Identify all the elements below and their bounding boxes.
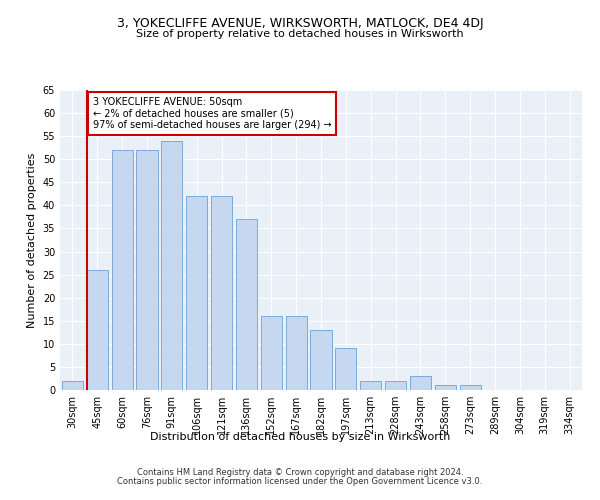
Bar bbox=[87, 270, 108, 390]
Text: Size of property relative to detached houses in Wirksworth: Size of property relative to detached ho… bbox=[136, 29, 464, 39]
Bar bbox=[136, 150, 158, 390]
Text: Distribution of detached houses by size in Wirksworth: Distribution of detached houses by size … bbox=[150, 432, 450, 442]
Bar bbox=[435, 386, 456, 390]
Bar bbox=[310, 330, 332, 390]
Text: Contains public sector information licensed under the Open Government Licence v3: Contains public sector information licen… bbox=[118, 476, 482, 486]
Bar bbox=[62, 381, 83, 390]
Bar bbox=[360, 381, 381, 390]
Text: Contains HM Land Registry data © Crown copyright and database right 2024.: Contains HM Land Registry data © Crown c… bbox=[137, 468, 463, 477]
Text: 3 YOKECLIFFE AVENUE: 50sqm
← 2% of detached houses are smaller (5)
97% of semi-d: 3 YOKECLIFFE AVENUE: 50sqm ← 2% of detac… bbox=[93, 97, 332, 130]
Bar bbox=[112, 150, 133, 390]
Bar bbox=[460, 386, 481, 390]
Bar bbox=[186, 196, 207, 390]
Y-axis label: Number of detached properties: Number of detached properties bbox=[27, 152, 37, 328]
Bar bbox=[410, 376, 431, 390]
Bar bbox=[385, 381, 406, 390]
Bar bbox=[211, 196, 232, 390]
Bar bbox=[335, 348, 356, 390]
Bar bbox=[286, 316, 307, 390]
Bar bbox=[236, 219, 257, 390]
Bar bbox=[161, 141, 182, 390]
Bar bbox=[261, 316, 282, 390]
Text: 3, YOKECLIFFE AVENUE, WIRKSWORTH, MATLOCK, DE4 4DJ: 3, YOKECLIFFE AVENUE, WIRKSWORTH, MATLOC… bbox=[116, 18, 484, 30]
